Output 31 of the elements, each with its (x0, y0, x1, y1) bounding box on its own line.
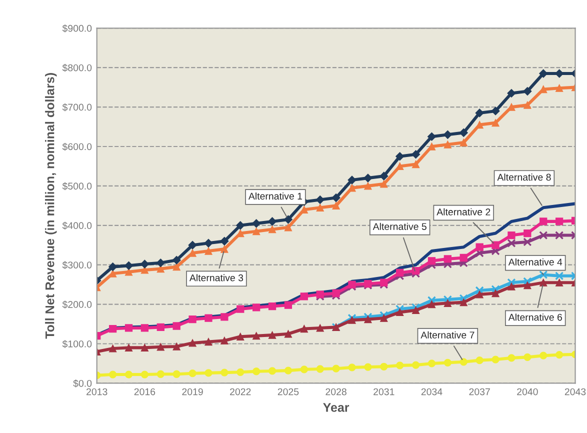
series-label: Alternative 6 (508, 314, 562, 321)
text: Alternative 2 (436, 208, 490, 216)
x-tick-label: 2013 (86, 388, 108, 396)
x-tick-label: 2016 (134, 388, 156, 396)
y-tick-label: $800.0 (62, 64, 92, 72)
series-label: Alternative 4 (508, 258, 562, 266)
y-tick-label: $700.0 (62, 103, 92, 112)
x-tick-label: 2040 (517, 388, 538, 396)
series-label: Alternative 7 (420, 331, 474, 338)
series-label: Alternative 1 (248, 192, 302, 200)
text: Alternative 8 (497, 174, 551, 181)
text: Alternative 5 (372, 222, 426, 230)
y-tick-label: $400.0 (62, 222, 92, 230)
series-label: Alternative 3 (189, 274, 244, 282)
y-tick-label: $300.0 (62, 261, 92, 270)
x-tick-label: 2025 (278, 388, 299, 396)
x-tick-label: 2028 (326, 388, 346, 396)
y-tick-label: $100.0 (62, 340, 92, 348)
y-tick-label: $600.0 (62, 142, 92, 151)
x-tick-label: 2034 (421, 388, 442, 396)
y-tick-label: $900.0 (62, 24, 92, 32)
x-tick-label: 2019 (182, 388, 203, 396)
x-tick-label: 2022 (230, 388, 251, 396)
y-tick-label: $200.0 (62, 300, 92, 308)
x-tick-label: 2037 (469, 388, 490, 396)
y-tick-label: $500.0 (62, 182, 92, 190)
y-tick-label: $0.0 (73, 380, 92, 388)
x-tick-label: 2043 (564, 388, 586, 396)
x-tick-label: 2031 (374, 388, 394, 396)
x-axis-title: Year (323, 403, 350, 412)
y-axis-title: Toll Net Revenue (in million, nominal dollars) (45, 73, 57, 339)
